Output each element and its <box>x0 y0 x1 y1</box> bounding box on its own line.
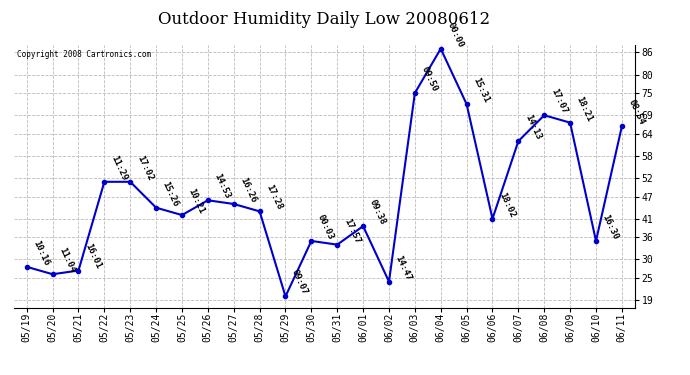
Text: 08:54: 08:54 <box>627 98 646 126</box>
Text: 16:30: 16:30 <box>600 213 620 241</box>
Text: 17:57: 17:57 <box>342 217 362 245</box>
Text: 09:50: 09:50 <box>420 65 439 93</box>
Text: 17:02: 17:02 <box>135 154 155 182</box>
Text: 00:03: 00:03 <box>316 213 335 241</box>
Text: 14:47: 14:47 <box>394 254 413 282</box>
Text: Outdoor Humidity Daily Low 20080612: Outdoor Humidity Daily Low 20080612 <box>158 11 491 28</box>
Text: 14:13: 14:13 <box>523 113 542 141</box>
Text: 10:16: 10:16 <box>32 239 51 267</box>
Text: 11:29: 11:29 <box>109 154 128 182</box>
Text: 09:38: 09:38 <box>368 198 387 226</box>
Text: 15:26: 15:26 <box>161 180 180 208</box>
Text: Copyright 2008 Cartronics.com: Copyright 2008 Cartronics.com <box>17 50 151 59</box>
Text: 15:31: 15:31 <box>471 76 491 104</box>
Text: 14:53: 14:53 <box>213 172 232 200</box>
Text: 18:02: 18:02 <box>497 191 517 219</box>
Text: 16:01: 16:01 <box>83 243 103 271</box>
Text: 09:07: 09:07 <box>290 268 310 297</box>
Text: 00:00: 00:00 <box>446 21 465 49</box>
Text: 17:07: 17:07 <box>549 87 569 116</box>
Text: 11:04: 11:04 <box>57 246 77 274</box>
Text: 10:21: 10:21 <box>187 187 206 215</box>
Text: 16:26: 16:26 <box>239 176 258 204</box>
Text: 18:21: 18:21 <box>575 94 594 123</box>
Text: 17:28: 17:28 <box>264 183 284 211</box>
